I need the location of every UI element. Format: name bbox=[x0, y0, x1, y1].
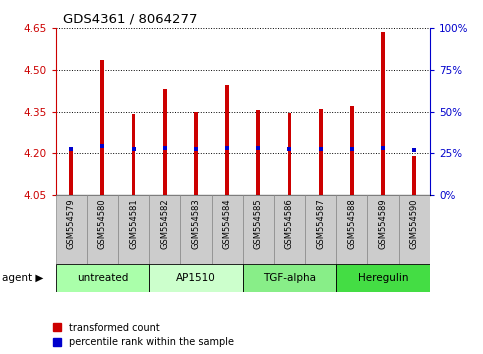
Bar bbox=[336, 195, 368, 264]
Text: GSM554582: GSM554582 bbox=[160, 198, 169, 249]
Text: agent ▶: agent ▶ bbox=[2, 273, 44, 283]
Bar bbox=[256, 110, 260, 195]
Text: untreated: untreated bbox=[77, 273, 128, 283]
Text: GDS4361 / 8064277: GDS4361 / 8064277 bbox=[63, 12, 197, 25]
Bar bbox=[225, 85, 229, 195]
Bar bbox=[412, 156, 416, 195]
Text: GSM554585: GSM554585 bbox=[254, 198, 263, 249]
Bar bbox=[336, 264, 430, 292]
Bar bbox=[287, 113, 291, 195]
Text: GSM554587: GSM554587 bbox=[316, 198, 325, 249]
Bar bbox=[319, 109, 323, 195]
Bar bbox=[132, 114, 135, 195]
Bar bbox=[163, 89, 167, 195]
Bar bbox=[242, 195, 274, 264]
Bar bbox=[56, 264, 149, 292]
Bar bbox=[398, 195, 430, 264]
Bar bbox=[149, 195, 180, 264]
Text: GSM554580: GSM554580 bbox=[98, 198, 107, 249]
Text: AP1510: AP1510 bbox=[176, 273, 216, 283]
Text: GSM554586: GSM554586 bbox=[285, 198, 294, 249]
Bar bbox=[149, 264, 242, 292]
Bar bbox=[274, 195, 305, 264]
Bar bbox=[381, 33, 385, 195]
Text: TGF-alpha: TGF-alpha bbox=[263, 273, 316, 283]
Bar bbox=[69, 148, 73, 195]
Text: GSM554590: GSM554590 bbox=[410, 198, 419, 249]
Text: GSM554583: GSM554583 bbox=[191, 198, 200, 249]
Legend: transformed count, percentile rank within the sample: transformed count, percentile rank withi… bbox=[53, 322, 234, 347]
Bar bbox=[242, 264, 336, 292]
Bar bbox=[180, 195, 212, 264]
Bar bbox=[56, 195, 87, 264]
Bar bbox=[87, 195, 118, 264]
Text: GSM554589: GSM554589 bbox=[379, 198, 387, 249]
Bar bbox=[212, 195, 242, 264]
Text: GSM554579: GSM554579 bbox=[67, 198, 76, 249]
Bar bbox=[194, 112, 198, 195]
Bar bbox=[118, 195, 149, 264]
Bar bbox=[368, 195, 398, 264]
Bar bbox=[100, 60, 104, 195]
Bar bbox=[350, 106, 354, 195]
Bar bbox=[305, 195, 336, 264]
Text: Heregulin: Heregulin bbox=[358, 273, 408, 283]
Text: GSM554581: GSM554581 bbox=[129, 198, 138, 249]
Text: GSM554588: GSM554588 bbox=[347, 198, 356, 249]
Text: GSM554584: GSM554584 bbox=[223, 198, 232, 249]
